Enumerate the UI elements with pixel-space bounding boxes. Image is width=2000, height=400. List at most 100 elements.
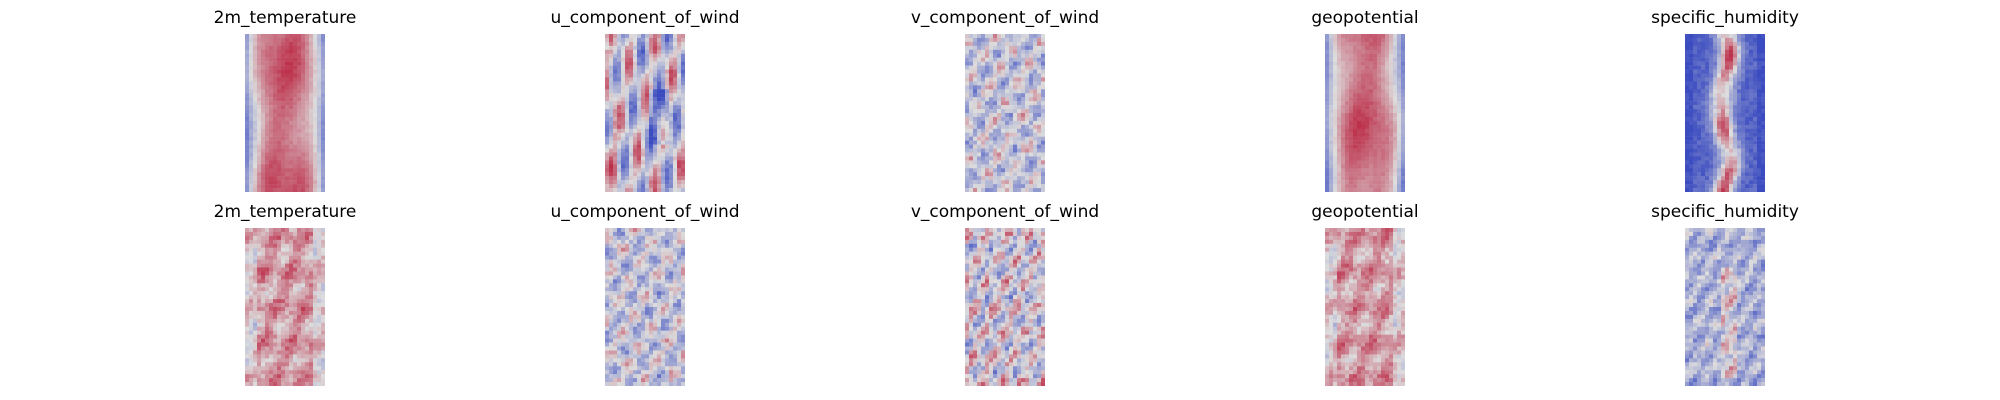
- heatmap-cell: [985, 176, 990, 181]
- heatmap-cell: [613, 105, 618, 110]
- heatmap-cell: [1713, 93, 1718, 98]
- heatmap-cell: [265, 283, 270, 288]
- heatmap-cell: [1005, 61, 1010, 66]
- heatmap-cell: [1325, 53, 1330, 58]
- heatmap-cell: [305, 136, 310, 141]
- heatmap-cell: [977, 97, 982, 102]
- heatmap-cell: [1373, 140, 1378, 145]
- heatmap-cell: [965, 188, 970, 192]
- heatmap-cell: [1705, 136, 1710, 141]
- heatmap-cell: [1701, 116, 1706, 122]
- heatmap-cell: [1749, 77, 1754, 82]
- heatmap-cell: [265, 362, 270, 367]
- heatmap-cell: [661, 45, 666, 50]
- heatmap-cell: [1689, 81, 1694, 86]
- heatmap-cell: [289, 231, 294, 237]
- heatmap-cell: [293, 101, 298, 106]
- heatmap-cell: [1353, 172, 1358, 177]
- heatmap-cell: [641, 65, 646, 70]
- heatmap-cell: [261, 362, 266, 367]
- heatmap-cell: [645, 69, 650, 74]
- heatmap-cell: [1353, 41, 1358, 47]
- heatmap-cell: [1333, 81, 1338, 86]
- heatmap-cell: [321, 275, 325, 280]
- heatmap-cell: [653, 97, 658, 102]
- heatmap-cell: [277, 69, 282, 74]
- heatmap-cell: [1741, 73, 1746, 78]
- heatmap-cell: [1001, 77, 1006, 82]
- heatmap-cell: [301, 382, 306, 386]
- heatmap-cell: [629, 105, 634, 110]
- heatmap-cell: [645, 164, 650, 169]
- heatmap-cell: [293, 318, 298, 323]
- heatmap-cell: [641, 235, 646, 241]
- heatmap-cell: [1741, 148, 1746, 153]
- heatmap-cell: [1005, 97, 1010, 102]
- heatmap-cell: [653, 172, 658, 177]
- heatmap-cell: [1361, 69, 1366, 74]
- heatmap-cell: [621, 116, 626, 122]
- heatmap-cell: [1037, 41, 1042, 47]
- heatmap-cell: [293, 350, 298, 355]
- heatmap-cell: [249, 61, 254, 66]
- heatmap-cell: [273, 85, 278, 90]
- heatmap-cell: [1325, 34, 1330, 39]
- heatmap-cell: [625, 65, 630, 70]
- heatmap-cell: [265, 291, 270, 296]
- heatmap-cell: [985, 93, 990, 98]
- heatmap-cell: [321, 124, 325, 129]
- heatmap-cell: [261, 85, 266, 90]
- panel-title: specific_humidity: [1651, 8, 1799, 28]
- heatmap-cell: [661, 231, 666, 237]
- heatmap-cell: [1025, 61, 1030, 66]
- heatmap-cell: [261, 291, 266, 296]
- heatmap-cell: [613, 128, 618, 133]
- heatmap-cell: [1693, 156, 1698, 161]
- heatmap-cell: [1725, 113, 1730, 118]
- heatmap-cell: [1701, 136, 1706, 141]
- heatmap-cell: [261, 279, 266, 284]
- heatmap-cell: [1013, 176, 1018, 181]
- heatmap-cell: [605, 188, 610, 192]
- heatmap-cell: [309, 291, 314, 296]
- heatmap-cell: [1021, 144, 1026, 149]
- heatmap-cell: [257, 97, 262, 102]
- heatmap-cell: [1705, 180, 1710, 185]
- heatmap-cell: [289, 275, 294, 280]
- heatmap-cell: [633, 120, 638, 126]
- heatmap-cell: [285, 358, 290, 363]
- heatmap-cell: [1753, 93, 1758, 98]
- heatmap-cell: [1009, 49, 1014, 54]
- heatmap-cell: [1377, 144, 1382, 149]
- heatmap-cell: [1373, 41, 1378, 47]
- heatmap-cell: [1361, 65, 1366, 70]
- heatmap-cell: [317, 251, 322, 256]
- heatmap-cell: [1741, 172, 1746, 177]
- heatmap-cell: [281, 228, 286, 233]
- heatmap-cell: [293, 172, 298, 177]
- heatmap-cell: [293, 57, 298, 62]
- heatmap-cell: [1361, 113, 1366, 118]
- heatmap-cell: [1333, 101, 1338, 106]
- heatmap-cell: [993, 188, 998, 192]
- heatmap-cell: [649, 243, 654, 248]
- heatmap-cell: [633, 247, 638, 252]
- heatmap-cell: [1701, 49, 1706, 54]
- heatmap-cell: [1029, 57, 1034, 62]
- heatmap-cell: [629, 188, 634, 192]
- heatmap-cell: [669, 255, 674, 260]
- heatmap-cell: [629, 41, 634, 47]
- heatmap-cell: [1733, 132, 1738, 137]
- heatmap-cell: [1333, 172, 1338, 177]
- heatmap-cell: [281, 156, 286, 161]
- heatmap-cell: [973, 176, 978, 181]
- heatmap-cell: [1385, 45, 1390, 50]
- heatmap-cell: [645, 124, 650, 129]
- heatmap-cell: [1705, 172, 1710, 177]
- heatmap-cell: [293, 152, 298, 157]
- heatmap-cell: [985, 37, 990, 43]
- heatmap-cell: [1357, 97, 1362, 102]
- heatmap-cell: [1709, 140, 1714, 145]
- heatmap-cell: [649, 172, 654, 177]
- heatmap-cell: [641, 113, 646, 118]
